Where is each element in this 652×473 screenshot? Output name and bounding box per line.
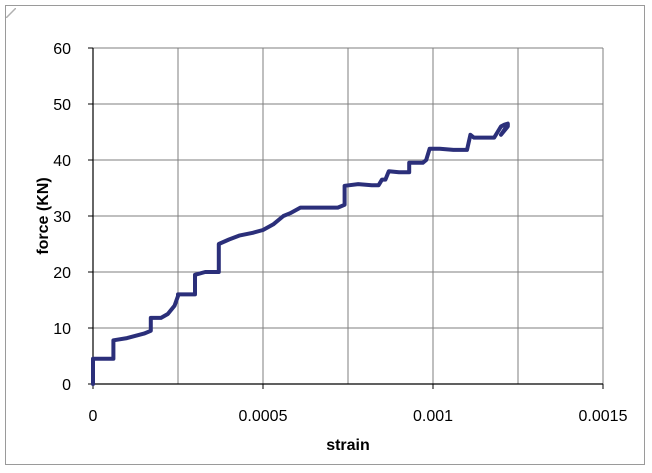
x-tick-label: 0.001 bbox=[413, 408, 453, 425]
force-strain-series-line bbox=[91, 121, 510, 386]
y-tick-label: 40 bbox=[53, 153, 71, 170]
y-tick-label: 0 bbox=[62, 377, 71, 394]
y-tick-label: 30 bbox=[53, 209, 71, 226]
x-tick-label: 0.0005 bbox=[239, 408, 288, 425]
y-tick-label: 20 bbox=[53, 265, 71, 282]
x-tick-label: 0 bbox=[89, 408, 98, 425]
x-tick-label: 0.0015 bbox=[579, 408, 628, 425]
axes bbox=[88, 47, 604, 389]
y-tick-label: 50 bbox=[53, 97, 71, 114]
tick-labels: 0 10 20 30 40 50 60 0 0.0005 0.001 0.0015 bbox=[53, 41, 627, 425]
y-tick-label: 60 bbox=[53, 41, 71, 58]
y-tick-label: 10 bbox=[53, 321, 71, 338]
grid-lines bbox=[93, 47, 604, 384]
y-axis-title: force (KN) bbox=[35, 177, 52, 254]
x-axis-title: strain bbox=[326, 437, 370, 454]
corner-mark-icon bbox=[6, 8, 16, 18]
chart-frame bbox=[5, 5, 645, 465]
series-layer bbox=[91, 121, 510, 386]
